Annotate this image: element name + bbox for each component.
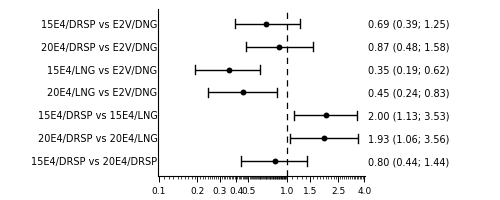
Text: 2.00 (1.13; 3.53): 2.00 (1.13; 3.53): [368, 111, 449, 121]
Point: [262, 23, 270, 26]
Text: 0.45 (0.24; 0.83): 0.45 (0.24; 0.83): [368, 88, 449, 98]
Point: [238, 91, 246, 95]
Text: 0.35 (0.19; 0.62): 0.35 (0.19; 0.62): [368, 65, 449, 75]
Point: [320, 137, 328, 140]
Text: 20E4/LNG vs E2V/DNG: 20E4/LNG vs E2V/DNG: [48, 88, 158, 98]
Point: [270, 160, 278, 163]
Text: 0.69 (0.39; 1.25): 0.69 (0.39; 1.25): [368, 20, 449, 30]
Point: [224, 69, 232, 72]
Text: 15E4/DRSP vs 20E4/DRSP: 15E4/DRSP vs 20E4/DRSP: [32, 156, 158, 166]
Text: 20E4/DRSP vs 20E4/LNG: 20E4/DRSP vs 20E4/LNG: [38, 134, 158, 143]
Text: 15E4/LNG vs E2V/DNG: 15E4/LNG vs E2V/DNG: [48, 65, 158, 75]
Text: 15E4/DRSP vs 15E4/LNG: 15E4/DRSP vs 15E4/LNG: [38, 111, 158, 121]
Text: 0.87 (0.48; 1.58): 0.87 (0.48; 1.58): [368, 43, 449, 52]
Text: 0.80 (0.44; 1.44): 0.80 (0.44; 1.44): [368, 156, 449, 166]
Text: 1.93 (1.06; 3.56): 1.93 (1.06; 3.56): [368, 134, 449, 143]
Point: [276, 46, 283, 49]
Text: 15E4/DRSP vs E2V/DNG: 15E4/DRSP vs E2V/DNG: [41, 20, 158, 30]
Text: 20E4/DRSP vs E2V/DNG: 20E4/DRSP vs E2V/DNG: [41, 43, 158, 52]
Point: [322, 114, 330, 117]
